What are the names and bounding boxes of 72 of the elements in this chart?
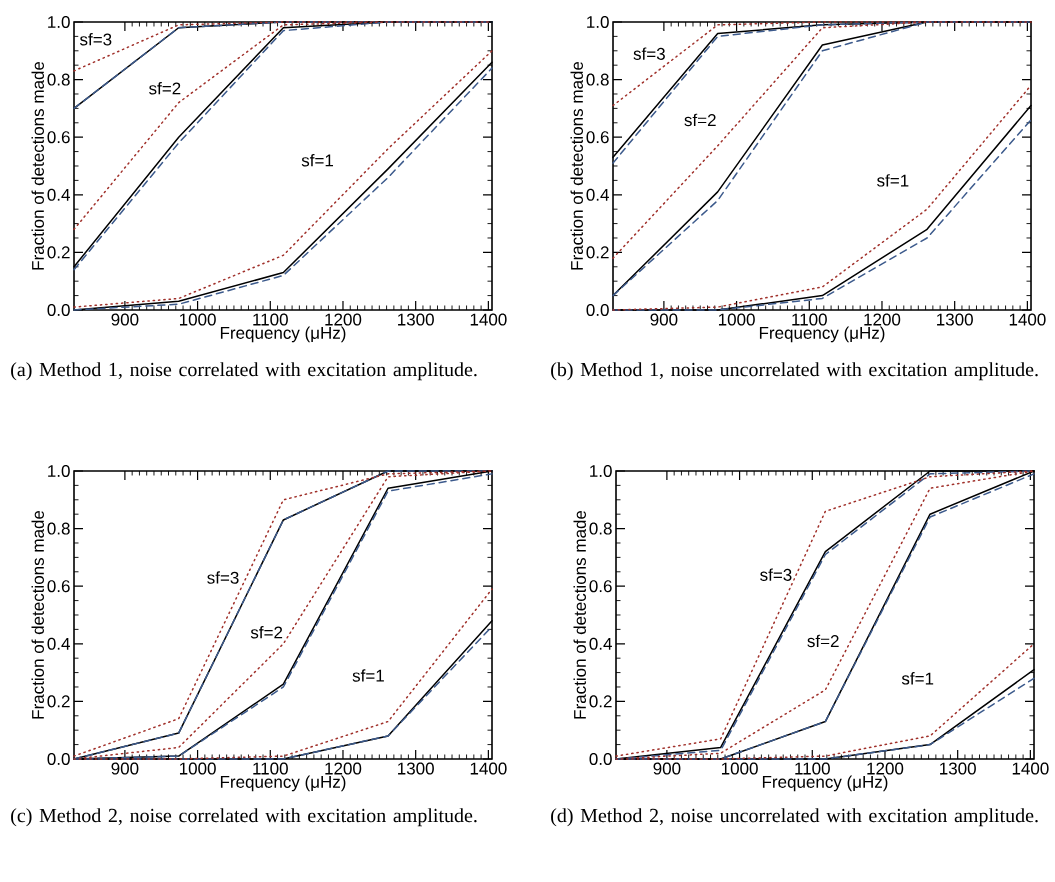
annotation: sf=2: [250, 626, 283, 639]
x-tick-label: 1200: [325, 313, 362, 326]
y-tick-label: 1.0: [48, 464, 70, 478]
y-tick-label: 0.2: [47, 695, 70, 708]
annotation: sf=1: [877, 174, 909, 187]
annotation: sf=2: [684, 113, 716, 127]
x-tick-label: 1200: [867, 762, 904, 775]
y-tick-label: 0.8: [586, 73, 609, 86]
y-axis-title: Fraction of detections made: [31, 61, 44, 270]
x-axis-title: Frequency (μHz): [220, 775, 346, 792]
x-tick-label: 1200: [864, 313, 901, 326]
annotation: sf=2: [149, 82, 181, 95]
y-tick-label: 0.0: [589, 752, 612, 766]
y-tick-label: 0.4: [47, 637, 70, 650]
x-tick-label: 1200: [325, 762, 362, 775]
y-tick-label: 0.0: [47, 303, 70, 317]
y-tick-label: 0.2: [589, 695, 612, 708]
text: (b) Method 1, noise uncorrelated with excitation amplitude.: [551, 362, 1038, 381]
x-tick-label: 900: [650, 313, 678, 326]
annotation: sf=3: [633, 47, 665, 60]
x-tick-label: 900: [653, 762, 681, 775]
annotation: sf=3: [760, 568, 792, 581]
x-tick-label: 900: [111, 313, 139, 326]
x-tick-label: 1000: [721, 762, 758, 775]
y-axis-title: Fraction of detections made: [31, 510, 44, 719]
y-axis-title: Fraction of detections made: [573, 510, 586, 719]
x-tick-label: 1100: [253, 313, 288, 326]
x-tick-label: 1100: [795, 762, 830, 775]
annotation: sf=3: [79, 33, 112, 46]
y-tick-label: 1.0: [587, 15, 609, 29]
x-tick-label: 1100: [253, 762, 288, 775]
y-tick-label: 0.0: [586, 303, 609, 317]
y-tick-label: 0.6: [589, 580, 612, 593]
x-tick-label: 900: [111, 762, 139, 775]
x-tick-label: 1000: [179, 313, 216, 326]
y-tick-label: 0.4: [586, 188, 609, 201]
y-tick-label: 0.8: [47, 522, 70, 535]
x-tick-label: 1300: [398, 313, 434, 326]
x-tick-label: 1000: [179, 762, 216, 775]
y-tick-label: 0.4: [47, 188, 70, 201]
y-tick-label: 1.0: [590, 464, 612, 478]
y-tick-label: 0.0: [47, 752, 70, 766]
x-axis-title: Frequency (μHz): [220, 326, 346, 343]
y-tick-label: 1.0: [48, 15, 70, 29]
x-tick-label: 1400: [470, 762, 507, 775]
x-tick-label: 1300: [940, 762, 976, 775]
x-tick-label: 1300: [398, 762, 434, 775]
x-tick-label: 1400: [470, 313, 507, 326]
x-axis-title: Frequency (μHz): [762, 775, 888, 792]
text: (c) Method 2, noise correlated with excitation amplitude.: [11, 808, 477, 827]
annotation: sf=2: [807, 634, 839, 648]
annotation: sf=1: [901, 672, 934, 685]
x-tick-label: 1000: [718, 313, 755, 326]
y-tick-label: 0.8: [47, 73, 70, 86]
y-tick-label: 0.2: [586, 246, 609, 259]
y-tick-label: 0.2: [47, 246, 70, 259]
y-tick-label: 0.6: [47, 580, 70, 593]
y-tick-label: 0.6: [586, 131, 609, 144]
annotation: sf=3: [207, 571, 239, 584]
annotation: sf=1: [352, 669, 384, 682]
x-tick-label: 1400: [1009, 313, 1046, 326]
y-tick-label: 0.6: [47, 131, 70, 144]
y-tick-label: 0.8: [589, 522, 612, 535]
x-tick-label: 1300: [937, 313, 973, 326]
text: (a) Method 1, noise correlated with excitation amplitude.: [11, 362, 477, 381]
x-tick-label: 1400: [1012, 762, 1049, 775]
text: (d) Method 2, noise uncorrelated with excitation amplitude.: [551, 808, 1038, 827]
y-axis-title: Fraction of detections made: [570, 61, 583, 270]
x-axis-title: Frequency (μHz): [759, 326, 885, 343]
y-tick-label: 0.4: [589, 637, 612, 650]
x-tick-label: 1100: [792, 313, 827, 326]
annotation: sf=1: [301, 154, 334, 167]
